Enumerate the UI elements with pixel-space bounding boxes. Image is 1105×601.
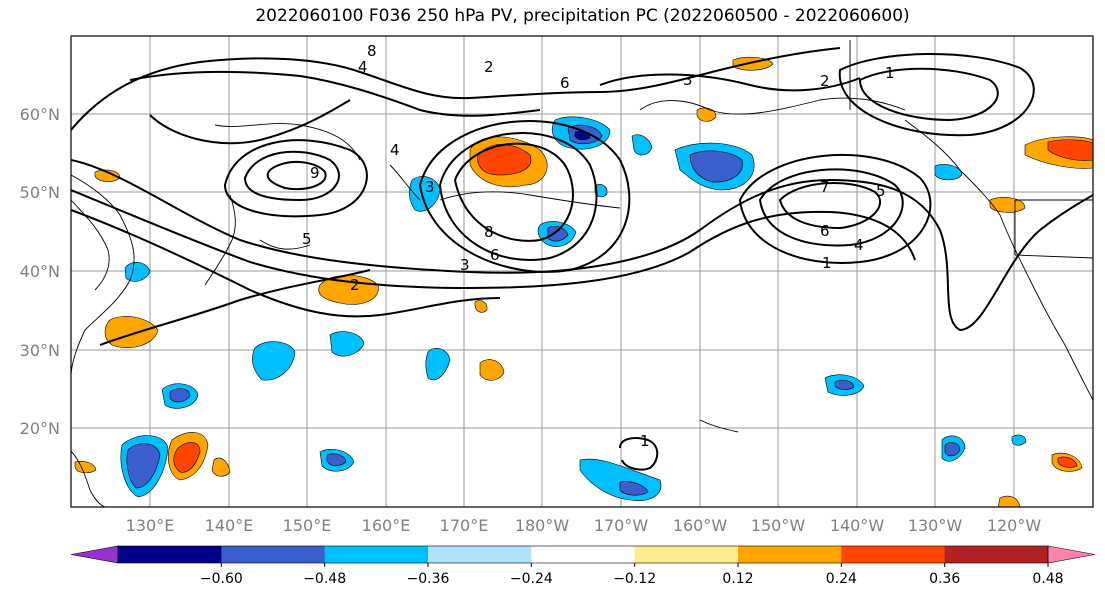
colorbar-tick-label: 0.48	[1032, 571, 1063, 587]
colorbar-segment	[428, 546, 532, 563]
contour-label: 8	[484, 223, 494, 241]
colorbar-segment	[841, 546, 946, 563]
colorbar-segment	[221, 546, 326, 563]
contour-label: 3	[460, 256, 470, 274]
pv-contours	[71, 47, 1093, 471]
colorbar-segment	[531, 546, 636, 563]
latitude-labels: 60°N 50°N 40°N 30°N 20°N	[20, 105, 60, 438]
precip-shading	[74, 56, 1093, 507]
contour-label: 2	[350, 276, 360, 294]
contour-label: 6	[490, 246, 500, 264]
lon-label-150e: 150°E	[283, 516, 332, 535]
longitude-labels: 130°E 140°E 150°E 160°E 170°E 180°W 170°…	[126, 516, 1042, 535]
lon-label-140w: 140°W	[830, 516, 885, 535]
lon-label-170w: 170°W	[594, 516, 649, 535]
contour-label: 1	[640, 432, 650, 450]
lon-label-130e: 130°E	[126, 516, 175, 535]
contour-label: 5	[876, 182, 886, 200]
colorbar-segment	[118, 546, 222, 563]
contour-label: 4	[358, 58, 368, 76]
lat-label-20n: 20°N	[20, 419, 60, 438]
colorbar-tick-label: 0.12	[722, 571, 753, 587]
contour-label: 6	[560, 74, 570, 92]
colorbar-segment	[738, 546, 842, 563]
lon-label-130w: 130°W	[908, 516, 963, 535]
contour-label: 6	[820, 222, 830, 240]
colorbar-tick-label: −0.60	[200, 571, 243, 587]
colorbar	[70, 545, 1096, 564]
colorbar-tick-label: 0.24	[826, 571, 857, 587]
lat-label-50n: 50°N	[20, 183, 60, 202]
colorbar-extend-low	[70, 545, 119, 564]
lon-label-140e: 140°E	[205, 516, 254, 535]
colorbar-tick-label: −0.36	[407, 571, 450, 587]
contour-label: 4	[390, 141, 400, 159]
map-title: 2022060100 F036 250 hPa PV, precipitatio…	[255, 6, 910, 26]
colorbar-extend-high	[1047, 545, 1096, 564]
colorbar-tick-label: −0.24	[510, 571, 553, 587]
contour-label: 5	[302, 230, 312, 248]
contour-label: 1	[885, 64, 895, 82]
colorbar-tick-label: −0.12	[613, 571, 656, 587]
lon-label-160e: 160°E	[362, 516, 411, 535]
colorbar-tick-label: −0.48	[303, 571, 346, 587]
colorbar-segment	[944, 546, 1049, 563]
lat-label-60n: 60°N	[20, 105, 60, 124]
lon-label-160w: 160°W	[673, 516, 728, 535]
contour-label: 7	[820, 178, 830, 196]
contour-label: 3	[425, 178, 435, 196]
colorbar-segment	[634, 546, 739, 563]
contour-label: 3	[683, 71, 693, 89]
colorbar-outline	[117, 545, 1049, 564]
lat-label-30n: 30°N	[20, 341, 60, 360]
lon-label-170e: 170°E	[440, 516, 489, 535]
contour-label: 2	[484, 58, 494, 76]
plot-frame	[70, 35, 1094, 508]
contour-label: 9	[310, 164, 320, 182]
lon-label-150w: 150°W	[751, 516, 806, 535]
contour-label: 8	[367, 42, 377, 60]
coastlines	[71, 40, 1093, 507]
contour-label-group: 2 1 1 2 2 3 3 3 4 4 4 5 5 6 6 6 7 8 8 9 …	[302, 42, 895, 450]
contour-label: 2	[820, 72, 830, 90]
colorbar-ticks: −0.60 −0.48 −0.36 −0.24 −0.12 0.12 0.24 0.36 0.4…	[200, 563, 1064, 587]
lon-label-180w: 180°W	[515, 516, 570, 535]
contour-label: 4	[854, 236, 864, 254]
contour-label: 1	[822, 254, 832, 272]
colorbar-tick-label: 0.36	[929, 571, 960, 587]
colorbar-segment	[324, 546, 429, 563]
lon-label-120w: 120°W	[987, 516, 1042, 535]
lat-label-40n: 40°N	[20, 262, 60, 281]
